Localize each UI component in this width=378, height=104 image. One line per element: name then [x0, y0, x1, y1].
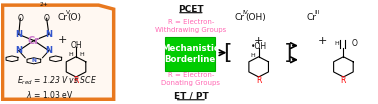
- Text: R = Electron-
Withdrawing Groups: R = Electron- Withdrawing Groups: [155, 19, 226, 33]
- Text: R: R: [341, 76, 346, 85]
- Text: H: H: [251, 53, 255, 58]
- Text: N: N: [45, 30, 53, 39]
- Text: N: N: [15, 30, 22, 39]
- Text: 2+: 2+: [39, 2, 48, 7]
- Text: H: H: [68, 52, 73, 57]
- Text: Cr: Cr: [234, 13, 244, 22]
- Text: Cr: Cr: [28, 36, 40, 46]
- Text: O: O: [44, 14, 50, 23]
- Text: N: N: [31, 58, 36, 63]
- Text: $\lambda$ = 1.03 eV: $\lambda$ = 1.03 eV: [26, 89, 73, 100]
- Text: O: O: [352, 39, 358, 48]
- Text: +: +: [58, 35, 68, 45]
- Text: OH: OH: [70, 41, 82, 50]
- Text: O: O: [17, 14, 23, 23]
- Text: +: +: [254, 36, 263, 46]
- Text: ET / PT: ET / PT: [174, 92, 208, 101]
- Text: R = Electron-
Donating Groups: R = Electron- Donating Groups: [161, 72, 220, 85]
- Text: Mechanistic
Borderline: Mechanistic Borderline: [161, 44, 219, 64]
- Text: H: H: [334, 41, 339, 46]
- Text: [: [: [223, 43, 232, 63]
- Text: •OH: •OH: [251, 42, 267, 51]
- Text: R: R: [73, 76, 79, 85]
- Text: Cr: Cr: [58, 13, 68, 22]
- Text: Cr: Cr: [307, 13, 316, 22]
- Text: H: H: [79, 52, 84, 57]
- Text: III: III: [314, 10, 320, 15]
- Text: +: +: [318, 36, 327, 46]
- Text: ]: ]: [284, 43, 292, 63]
- Text: (OH): (OH): [245, 13, 266, 22]
- Text: $E_{red}$ = 1.23 V vs SCE: $E_{red}$ = 1.23 V vs SCE: [17, 75, 97, 87]
- FancyBboxPatch shape: [164, 37, 215, 71]
- Text: PCET: PCET: [178, 5, 204, 14]
- Text: IV: IV: [242, 10, 248, 15]
- Text: (O): (O): [68, 13, 82, 22]
- Text: R: R: [256, 76, 261, 85]
- Text: N: N: [15, 46, 22, 55]
- Text: V: V: [66, 10, 70, 15]
- Polygon shape: [3, 5, 114, 99]
- Text: N: N: [45, 46, 53, 55]
